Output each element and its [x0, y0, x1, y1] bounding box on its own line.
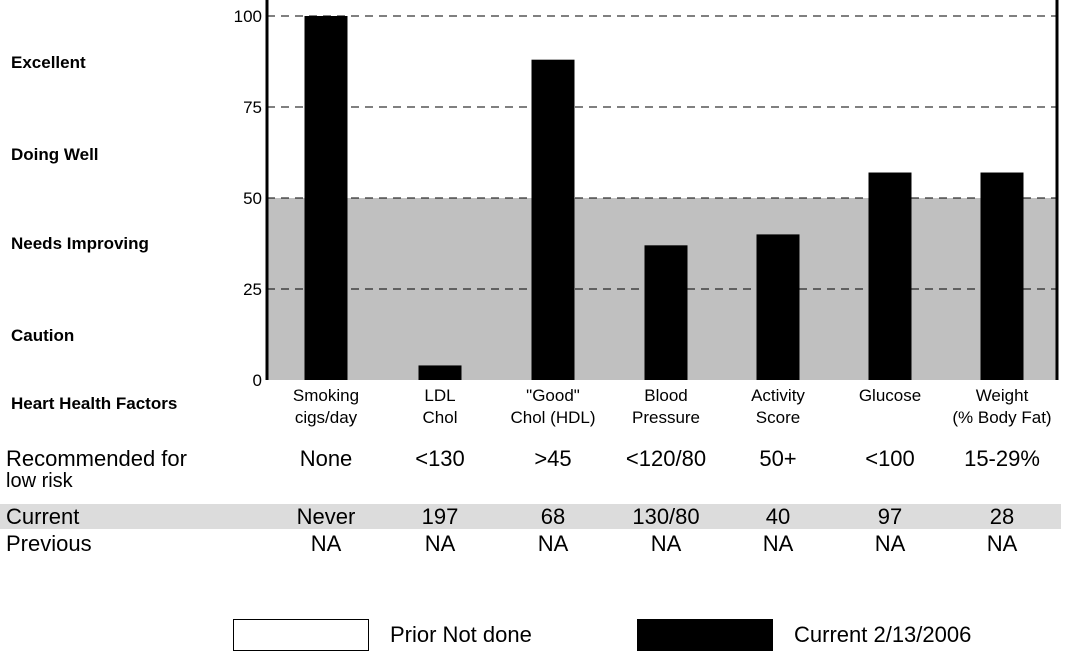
- legend-current-label: Current 2/13/2006: [794, 622, 972, 647]
- bar-2: [531, 59, 575, 381]
- category-label-3-line2: Pressure: [632, 408, 700, 427]
- category-label-0: Smoking: [293, 386, 359, 405]
- table-cell: 15-29%: [964, 446, 1040, 471]
- table-cell: None: [299, 446, 353, 471]
- bar-4: [756, 234, 800, 380]
- rating-label-1: Doing Well: [11, 145, 99, 164]
- rating-label-0: Excellent: [11, 53, 86, 72]
- recommended-row-label-line2: low risk: [6, 470, 73, 492]
- table-cell: <100: [865, 446, 915, 471]
- category-label-2-line2: Chol (HDL): [510, 408, 595, 427]
- table-cell: 28: [989, 504, 1015, 529]
- previous-row-label: Previous: [6, 531, 92, 556]
- bar-3: [644, 245, 688, 380]
- table-cell: 68: [540, 504, 566, 529]
- table-cell: 130/80: [632, 504, 700, 529]
- y-tick-label-50: 50: [243, 189, 262, 208]
- category-label-1-line2: Chol: [423, 408, 458, 427]
- table-cell: Never: [296, 504, 356, 529]
- previous-row: Previous NA NA NA NA NA NA NA: [0, 531, 1061, 556]
- bar-1: [418, 365, 462, 380]
- table-cell: NA: [537, 531, 569, 556]
- legend-current-swatch: [637, 619, 773, 651]
- category-label-0-line2: cigs/day: [295, 408, 358, 427]
- legend-prior-swatch: [233, 619, 369, 651]
- current-row-label: Current: [6, 504, 80, 529]
- rating-label-2: Needs Improving: [11, 234, 149, 253]
- category-label-6-line2: (% Body Fat): [952, 408, 1051, 427]
- category-label-4-line2: Score: [756, 408, 800, 427]
- table-cell: <120/80: [625, 446, 707, 471]
- table-cell: NA: [762, 531, 794, 556]
- y-tick-label-100: 100: [234, 7, 262, 26]
- recommended-row-label: Recommended for: [6, 446, 187, 471]
- table-cell: 40: [765, 504, 791, 529]
- heart-health-factors-label: Heart Health Factors: [11, 394, 177, 413]
- legend-prior-label: Prior Not done: [390, 622, 532, 647]
- y-tick-label-0: 0: [253, 371, 262, 390]
- bar-0: [304, 16, 348, 380]
- table-cell: NA: [874, 531, 906, 556]
- table-cell: >45: [534, 446, 572, 471]
- category-label-1: LDL: [424, 386, 455, 405]
- rating-label-3: Caution: [11, 326, 74, 345]
- table-cell: 197: [421, 504, 459, 529]
- y-tick-label-75: 75: [243, 98, 262, 117]
- category-label-3: Blood: [644, 386, 687, 405]
- category-label-2: "Good": [526, 386, 580, 405]
- bar-6: [980, 172, 1024, 380]
- table-cell: NA: [310, 531, 342, 556]
- category-label-5: Glucose: [859, 386, 921, 405]
- y-tick-label-25: 25: [243, 280, 262, 299]
- table-cell: NA: [986, 531, 1018, 556]
- recommended-row: Recommended for low risk None <130 >45 <120…: [0, 448, 1061, 494]
- category-label-6: Weight: [976, 386, 1029, 405]
- heart-health-chart: 0 25 50 75 100 Smoking cigs/day LDL Chol "Good" C…: [11, 0, 1059, 427]
- category-label-4: Activity: [751, 386, 805, 405]
- bar-5: [868, 172, 912, 380]
- table-cell: 97: [877, 504, 903, 529]
- table-cell: NA: [650, 531, 682, 556]
- table-cell: NA: [424, 531, 456, 556]
- table-cell: <130: [415, 446, 465, 471]
- current-row: Current Never 197 68 130/80 40 97 28: [0, 504, 1061, 529]
- table-cell: 50+: [759, 446, 797, 471]
